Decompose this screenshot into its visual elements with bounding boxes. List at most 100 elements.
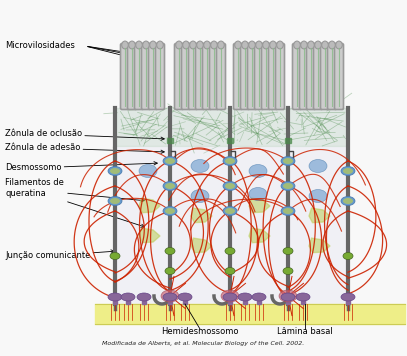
- FancyBboxPatch shape: [188, 43, 197, 110]
- Ellipse shape: [221, 290, 239, 302]
- Bar: [227, 138, 233, 143]
- FancyBboxPatch shape: [269, 43, 278, 110]
- Ellipse shape: [283, 158, 293, 164]
- Ellipse shape: [252, 293, 266, 301]
- Ellipse shape: [281, 157, 295, 166]
- Ellipse shape: [309, 189, 327, 203]
- Ellipse shape: [343, 168, 353, 174]
- Ellipse shape: [223, 293, 237, 301]
- Ellipse shape: [283, 247, 293, 255]
- Ellipse shape: [191, 189, 209, 203]
- FancyBboxPatch shape: [149, 43, 158, 110]
- Ellipse shape: [242, 41, 248, 49]
- Ellipse shape: [341, 167, 355, 176]
- Bar: [113, 299, 117, 304]
- Ellipse shape: [191, 159, 209, 173]
- FancyBboxPatch shape: [203, 43, 212, 110]
- FancyBboxPatch shape: [234, 43, 243, 110]
- Ellipse shape: [178, 293, 192, 301]
- Polygon shape: [191, 208, 212, 222]
- Ellipse shape: [235, 41, 241, 49]
- FancyBboxPatch shape: [247, 43, 256, 110]
- Polygon shape: [249, 198, 270, 213]
- Bar: [301, 299, 305, 304]
- Ellipse shape: [283, 208, 293, 214]
- Ellipse shape: [150, 41, 156, 49]
- Ellipse shape: [108, 197, 122, 205]
- Ellipse shape: [225, 267, 235, 274]
- Bar: [243, 299, 247, 304]
- Ellipse shape: [204, 41, 210, 49]
- Ellipse shape: [281, 206, 295, 215]
- Ellipse shape: [223, 182, 237, 190]
- Ellipse shape: [139, 164, 157, 178]
- Polygon shape: [249, 228, 270, 243]
- Ellipse shape: [122, 41, 128, 49]
- Ellipse shape: [256, 41, 262, 49]
- Bar: [170, 108, 230, 304]
- Ellipse shape: [161, 290, 179, 302]
- Ellipse shape: [249, 188, 267, 200]
- FancyBboxPatch shape: [217, 43, 225, 110]
- Ellipse shape: [218, 41, 224, 49]
- Ellipse shape: [165, 247, 175, 255]
- Ellipse shape: [343, 198, 353, 204]
- Ellipse shape: [197, 41, 204, 49]
- Ellipse shape: [163, 293, 177, 301]
- Ellipse shape: [301, 41, 307, 49]
- FancyBboxPatch shape: [142, 43, 151, 110]
- Text: Junção comunicante: Junção comunicante: [5, 250, 114, 261]
- Bar: [230, 108, 288, 304]
- Bar: [142, 299, 146, 304]
- Ellipse shape: [249, 41, 255, 49]
- Ellipse shape: [238, 293, 252, 301]
- Ellipse shape: [343, 252, 353, 260]
- Bar: [228, 299, 232, 304]
- Ellipse shape: [223, 157, 237, 166]
- Ellipse shape: [190, 41, 196, 49]
- Text: Hemidesmossomo: Hemidesmossomo: [161, 328, 239, 336]
- Bar: [115, 108, 170, 304]
- Bar: [183, 299, 187, 304]
- Ellipse shape: [270, 41, 276, 49]
- Ellipse shape: [165, 183, 175, 189]
- FancyBboxPatch shape: [262, 43, 271, 110]
- Polygon shape: [191, 238, 212, 253]
- Text: Zônula de oclusão: Zônula de oclusão: [5, 130, 164, 140]
- Ellipse shape: [225, 247, 235, 255]
- FancyBboxPatch shape: [306, 43, 315, 110]
- Text: Zônula de adesão: Zônula de adesão: [5, 143, 164, 153]
- Polygon shape: [139, 228, 160, 243]
- Bar: [170, 108, 230, 146]
- FancyBboxPatch shape: [175, 43, 184, 110]
- Bar: [288, 108, 348, 304]
- Bar: [95, 304, 405, 324]
- Ellipse shape: [110, 198, 120, 204]
- Bar: [115, 108, 170, 146]
- FancyBboxPatch shape: [155, 43, 164, 110]
- FancyBboxPatch shape: [335, 43, 344, 110]
- Ellipse shape: [143, 41, 149, 49]
- FancyBboxPatch shape: [293, 43, 302, 110]
- FancyBboxPatch shape: [254, 43, 263, 110]
- FancyBboxPatch shape: [300, 43, 309, 110]
- Ellipse shape: [137, 293, 151, 301]
- Ellipse shape: [283, 267, 293, 274]
- Ellipse shape: [176, 41, 182, 49]
- Ellipse shape: [279, 290, 297, 302]
- Bar: [285, 138, 291, 143]
- Ellipse shape: [110, 168, 120, 174]
- Ellipse shape: [277, 41, 283, 49]
- Text: Microvilosidades: Microvilosidades: [5, 42, 75, 51]
- Ellipse shape: [296, 293, 310, 301]
- Bar: [167, 138, 173, 143]
- Ellipse shape: [110, 252, 120, 260]
- FancyBboxPatch shape: [210, 43, 219, 110]
- Ellipse shape: [341, 197, 355, 205]
- FancyBboxPatch shape: [313, 43, 322, 110]
- Ellipse shape: [163, 157, 177, 166]
- Ellipse shape: [336, 41, 342, 49]
- Ellipse shape: [163, 182, 177, 190]
- FancyBboxPatch shape: [182, 43, 190, 110]
- Ellipse shape: [225, 158, 235, 164]
